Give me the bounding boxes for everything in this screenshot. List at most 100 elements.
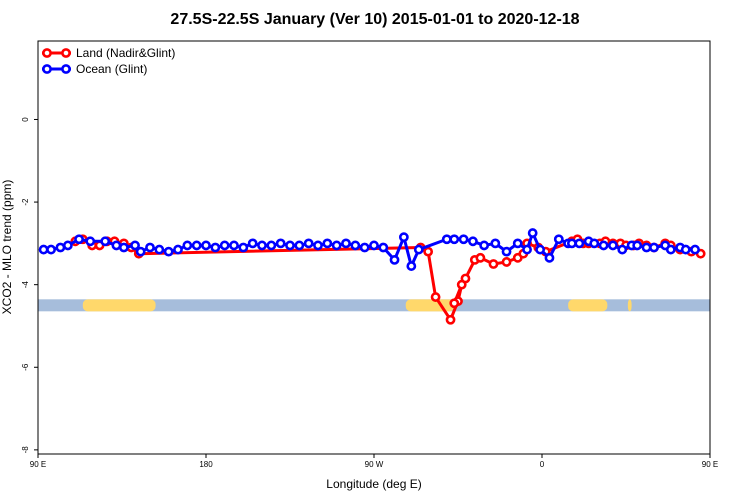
- data-point: [479, 240, 490, 251]
- data-point: [154, 244, 165, 255]
- chart-title: 27.5S-22.5S January (Ver 10) 2015-01-01 …: [170, 11, 579, 28]
- data-point: [118, 242, 129, 253]
- data-point: [62, 240, 73, 251]
- y-tick-label: -8: [21, 446, 30, 454]
- data-point: [512, 238, 523, 249]
- y-tick-label: -6: [21, 363, 30, 371]
- x-tick-label: 0: [540, 460, 545, 469]
- x-tick-label: 90 E: [702, 460, 718, 469]
- data-point: [441, 234, 452, 245]
- data-point: [313, 240, 323, 251]
- x-tick-label: 180: [199, 460, 213, 469]
- data-point: [322, 238, 333, 249]
- data-point: [544, 252, 555, 263]
- data-point: [303, 238, 314, 249]
- data-point: [191, 240, 202, 251]
- data-point: [406, 261, 417, 271]
- data-point: [475, 252, 486, 263]
- data-point: [350, 240, 361, 251]
- data-point: [294, 240, 305, 251]
- data-point: [38, 244, 49, 255]
- data-point: [46, 244, 56, 255]
- x-axis: 90 E 180 90 W 0 90 E: [30, 454, 718, 469]
- data-point: [238, 242, 249, 253]
- y-axis: -8 -6 -4 -2 0: [21, 117, 38, 454]
- data-point: [369, 240, 379, 251]
- data-point: [490, 238, 501, 249]
- data-point: [378, 242, 389, 253]
- legend-label: Ocean (Glint): [76, 62, 147, 76]
- series-layer: [38, 228, 706, 325]
- data-point: [74, 234, 84, 245]
- data-point: [130, 240, 140, 251]
- data-point: [111, 240, 122, 251]
- y-tick-label: -2: [21, 198, 30, 206]
- data-point: [85, 236, 96, 247]
- data-point: [182, 240, 193, 251]
- land-segment-3: [627, 299, 632, 312]
- data-point: [574, 238, 585, 249]
- data-point: [413, 244, 424, 255]
- data-point: [553, 234, 564, 245]
- data-point: [173, 244, 183, 255]
- data-point: [275, 238, 286, 249]
- plot-area: [37, 40, 711, 455]
- land-segment-2: [568, 299, 608, 312]
- data-point: [501, 257, 512, 267]
- data-point: [632, 240, 643, 251]
- data-point: [359, 242, 370, 253]
- data-point: [229, 240, 239, 251]
- land-segment-1: [405, 299, 455, 312]
- data-point: [423, 246, 434, 257]
- data-point: [641, 242, 652, 253]
- data-point: [617, 244, 628, 255]
- data-point: [608, 240, 618, 251]
- legend: Land (Nadir&Glint) Ocean (Glint): [42, 46, 175, 76]
- data-point: [589, 238, 600, 249]
- data-point: [690, 244, 700, 255]
- data-point: [430, 292, 441, 302]
- data-point: [527, 228, 538, 238]
- data-point: [285, 240, 295, 251]
- data-point: [649, 242, 659, 253]
- data-point: [331, 240, 342, 251]
- x-tick-label: 90 E: [30, 460, 46, 469]
- data-point: [398, 232, 409, 243]
- legend-marker: [42, 48, 52, 58]
- series-ocean: [38, 228, 700, 271]
- data-point: [598, 240, 609, 251]
- data-point: [219, 240, 230, 251]
- ocean-band: [38, 299, 710, 312]
- data-point: [445, 314, 456, 325]
- data-point: [488, 259, 499, 269]
- data-point: [341, 238, 351, 249]
- data-point: [449, 234, 460, 245]
- data-point: [680, 244, 691, 255]
- legend-marker: [61, 64, 71, 74]
- data-point: [145, 242, 155, 253]
- data-point: [535, 244, 546, 255]
- data-point: [460, 273, 471, 284]
- data-point: [247, 238, 258, 249]
- data-point: [458, 234, 469, 245]
- data-point: [389, 254, 400, 265]
- y-tick-label: 0: [21, 117, 30, 122]
- y-tick-label: -4: [21, 281, 30, 289]
- data-point: [210, 242, 221, 253]
- data-point: [257, 240, 267, 251]
- land-band: [38, 299, 710, 312]
- data-point: [501, 246, 512, 257]
- y-axis-label: XCO2 - MLO trend (ppm): [0, 180, 14, 315]
- x-axis-label: Longitude (deg E): [326, 477, 421, 491]
- data-point: [665, 244, 676, 255]
- x-tick-label: 90 W: [365, 460, 384, 469]
- data-point: [522, 244, 532, 255]
- data-point: [55, 242, 66, 253]
- data-point: [468, 236, 478, 247]
- legend-label: Land (Nadir&Glint): [76, 46, 175, 60]
- data-point: [100, 236, 111, 247]
- data-point: [201, 240, 211, 251]
- legend-marker: [42, 64, 52, 74]
- data-point: [266, 240, 277, 251]
